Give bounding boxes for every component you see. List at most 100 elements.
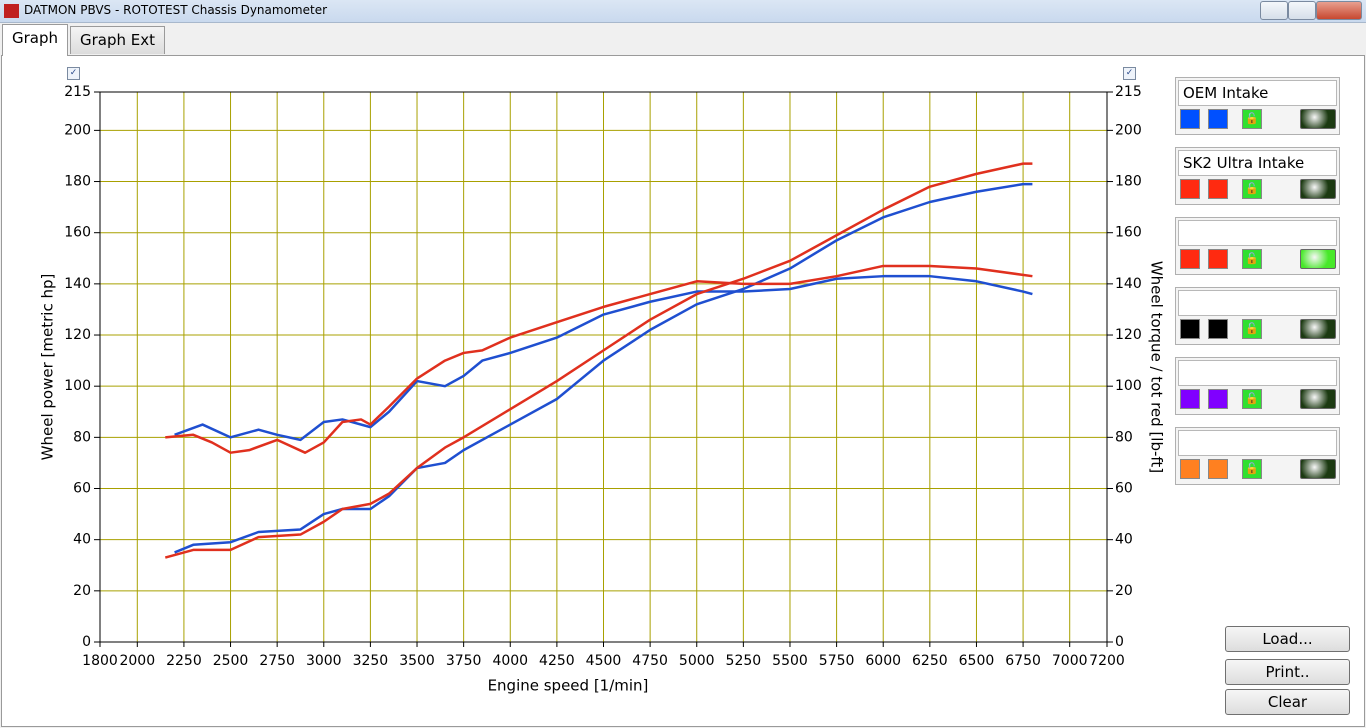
y-tick-label: 180	[64, 174, 91, 190]
tab[interactable]: Graph	[2, 24, 68, 56]
lock-icon[interactable]: 🔓	[1242, 389, 1262, 409]
checkbox[interactable]: ✓	[67, 67, 80, 80]
x-tick-label: 6750	[1005, 653, 1041, 669]
series-line	[174, 274, 1033, 442]
x-tick-label: 6500	[959, 653, 995, 669]
tab[interactable]: Graph Ext	[70, 26, 165, 54]
series-line	[165, 264, 1033, 454]
x-tick-label: 6000	[865, 653, 901, 669]
lock-icon[interactable]: 🔓	[1242, 109, 1262, 129]
color-swatch[interactable]	[1208, 179, 1228, 199]
series-line	[174, 182, 1033, 554]
legend-entry: SK2 Ultra Intake 🔓	[1175, 147, 1340, 205]
x-tick-label: 2250	[166, 653, 202, 669]
lock-icon[interactable]: 🔓	[1242, 319, 1262, 339]
x-tick-label: 4750	[632, 653, 668, 669]
y-tick-label: 140	[64, 276, 91, 292]
y2-tick-label: 180	[1115, 174, 1142, 190]
y-tick-label: 40	[73, 532, 91, 548]
x-tick-label: 6250	[912, 653, 948, 669]
x-tick-label: 7000	[1052, 653, 1088, 669]
close-button[interactable]	[1316, 1, 1362, 20]
y2-tick-label: 120	[1115, 327, 1142, 343]
color-swatch[interactable]	[1180, 319, 1200, 339]
led-indicator[interactable]	[1300, 389, 1336, 409]
minimize-button[interactable]	[1260, 1, 1288, 20]
y2-tick-label: 100	[1115, 378, 1142, 394]
y2-tick-label: 60	[1115, 481, 1133, 497]
x-tick-label: 3250	[353, 653, 389, 669]
maximize-button[interactable]	[1288, 1, 1316, 20]
y-tick-label: 0	[82, 634, 91, 650]
window-title: DATMON PBVS - ROTOTEST Chassis Dynamomet…	[24, 3, 328, 17]
y-tick-label: 60	[73, 481, 91, 497]
x-tick-label: 4000	[492, 653, 528, 669]
y2-tick-label: 20	[1115, 583, 1133, 599]
y-tick-label: 100	[64, 378, 91, 394]
legend-name[interactable]: SK2 Ultra Intake	[1178, 150, 1337, 176]
led-indicator[interactable]	[1300, 249, 1336, 269]
legend-name[interactable]: OEM Intake	[1178, 80, 1337, 106]
legend-name[interactable]	[1178, 290, 1337, 316]
x-tick-label: 3000	[306, 653, 342, 669]
color-swatch[interactable]	[1180, 179, 1200, 199]
led-indicator[interactable]	[1300, 459, 1336, 479]
led-indicator[interactable]	[1300, 179, 1336, 199]
load-button[interactable]: Load...	[1225, 626, 1350, 652]
series-line	[164, 162, 1033, 559]
color-swatch[interactable]	[1180, 249, 1200, 269]
y2-tick-label: 215	[1115, 84, 1142, 100]
y2-tick-label: 160	[1115, 225, 1142, 241]
app-icon	[4, 4, 19, 18]
x-tick-label: 5250	[726, 653, 762, 669]
x-tick-label: 4250	[539, 653, 575, 669]
x-tick-label: 1800	[82, 653, 118, 669]
lock-icon[interactable]: 🔓	[1242, 249, 1262, 269]
clear-button[interactable]: Clear	[1225, 689, 1350, 715]
x-tick-label: 5750	[819, 653, 855, 669]
y2-tick-label: 200	[1115, 122, 1142, 138]
x-axis-label: Engine speed [1/min]	[488, 677, 649, 695]
legend-name[interactable]	[1178, 360, 1337, 386]
y2-tick-label: 40	[1115, 532, 1133, 548]
x-tick-label: 2000	[119, 653, 155, 669]
y-tick-label: 80	[73, 429, 91, 445]
legend-entry: 🔓	[1175, 217, 1340, 275]
title-bar: DATMON PBVS - ROTOTEST Chassis Dynamomet…	[0, 0, 1366, 23]
y2-tick-label: 140	[1115, 276, 1142, 292]
y-tick-label: 120	[64, 327, 91, 343]
x-tick-label: 3750	[446, 653, 482, 669]
x-tick-label: 4500	[586, 653, 622, 669]
plot-border	[99, 91, 1108, 643]
x-tick-label: 2500	[213, 653, 249, 669]
led-indicator[interactable]	[1300, 109, 1336, 129]
legend-entry: 🔓	[1175, 357, 1340, 415]
y-tick-label: 215	[64, 84, 91, 100]
legend-name[interactable]	[1178, 220, 1337, 246]
lock-icon[interactable]: 🔓	[1242, 459, 1262, 479]
lock-icon[interactable]: 🔓	[1242, 179, 1262, 199]
color-swatch[interactable]	[1180, 109, 1200, 129]
legend-entry: 🔓	[1175, 427, 1340, 485]
y2-axis-label: Wheel torque / tot red [lb-ft]	[1148, 261, 1166, 473]
checkbox[interactable]: ✓	[1123, 67, 1136, 80]
x-tick-label: 5000	[679, 653, 715, 669]
x-tick-label: 7200	[1089, 653, 1125, 669]
color-swatch[interactable]	[1208, 109, 1228, 129]
color-swatch[interactable]	[1208, 389, 1228, 409]
color-swatch[interactable]	[1208, 459, 1228, 479]
x-tick-label: 3500	[399, 653, 435, 669]
x-tick-label: 5500	[772, 653, 808, 669]
y-axis-label: Wheel power [metric hp]	[39, 274, 57, 461]
y2-tick-label: 80	[1115, 429, 1133, 445]
legend-entry: OEM Intake 🔓	[1175, 77, 1340, 135]
y2-tick-label: 0	[1115, 634, 1124, 650]
led-indicator[interactable]	[1300, 319, 1336, 339]
color-swatch[interactable]	[1180, 389, 1200, 409]
color-swatch[interactable]	[1208, 319, 1228, 339]
color-swatch[interactable]	[1208, 249, 1228, 269]
color-swatch[interactable]	[1180, 459, 1200, 479]
legend-name[interactable]	[1178, 430, 1337, 456]
print-button[interactable]: Print..	[1225, 659, 1350, 685]
